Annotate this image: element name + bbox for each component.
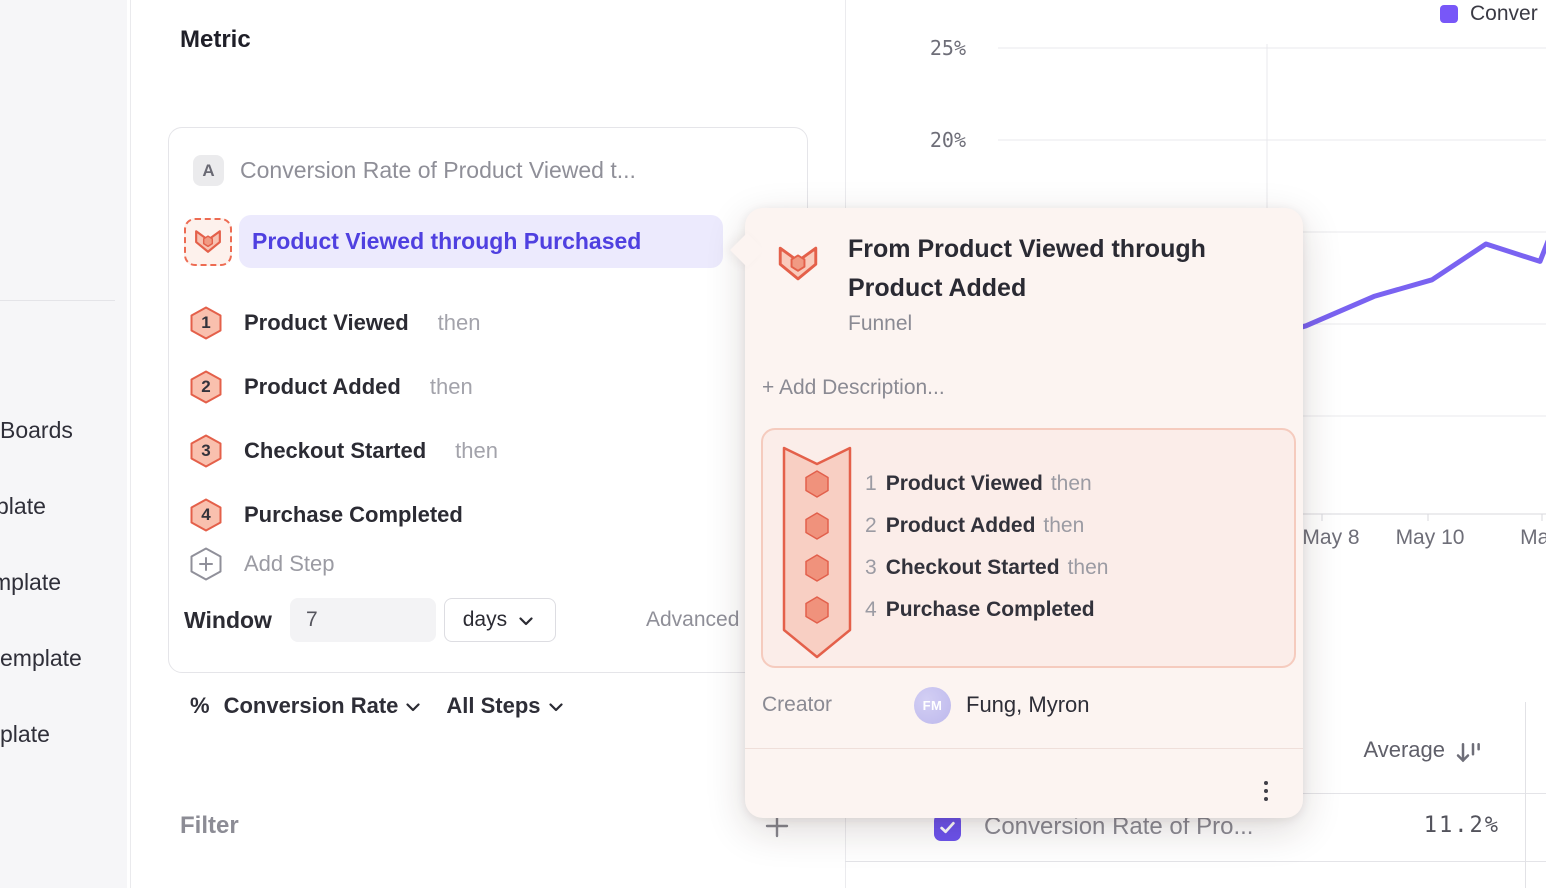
series-a-badge: A xyxy=(193,155,224,186)
window-unit-dropdown[interactable]: days xyxy=(443,598,556,642)
plus-icon xyxy=(765,814,789,838)
add-step-button[interactable]: Add Step xyxy=(189,547,335,581)
funnel-details-popover: From Product Viewed through Product Adde… xyxy=(730,208,1303,818)
x-tick-may10: May 10 xyxy=(1395,526,1465,549)
check-icon xyxy=(940,821,955,834)
funnel-name-pill[interactable]: Product Viewed through Purchased xyxy=(239,215,723,268)
popover-step-row: 4 Purchase Completed xyxy=(865,598,1095,621)
sidebar-item[interactable]: plate xyxy=(0,720,50,747)
table-row-average-value: 11.2% xyxy=(1423,813,1500,838)
popover-steps-list: 1 Product Viewed then 2 Product Added th… xyxy=(865,463,1108,631)
table-column-divider xyxy=(1525,702,1526,888)
chevron-down-icon xyxy=(406,702,420,711)
funnel-metric-icon xyxy=(184,217,232,266)
funnel-step-row[interactable]: 4 Purchase Completed xyxy=(189,483,749,547)
funnel-steps-list: 1 Product Viewed then 2 Product Added th… xyxy=(189,291,749,547)
window-label: Window xyxy=(184,606,272,633)
sidebar-item-list: Boards plate mplate emplate plate xyxy=(0,392,127,772)
creator-label: Creator xyxy=(762,693,833,716)
percent-symbol: % xyxy=(190,693,210,718)
metric-card: A Conversion Rate of Product Viewed t...… xyxy=(168,127,808,673)
step-then-label: then xyxy=(437,310,481,335)
step-event-name[interactable]: Checkout Started xyxy=(244,438,427,463)
creator-avatar: FM xyxy=(914,686,951,724)
funnel-step-row[interactable]: 1 Product Viewed then xyxy=(189,291,749,355)
filter-section: Filter xyxy=(180,812,790,840)
y-tick-25: 25% xyxy=(929,36,966,60)
funnel-step-row[interactable]: 2 Product Added then xyxy=(189,355,749,419)
table-row-border xyxy=(845,861,1546,862)
series-checkbox[interactable] xyxy=(934,814,961,841)
measure-dropdown[interactable]: Conversion Rate xyxy=(224,693,425,719)
sort-descending-icon[interactable] xyxy=(1453,738,1483,773)
steps-scope-dropdown[interactable]: All Steps xyxy=(446,693,566,719)
conversion-line[interactable] xyxy=(1277,239,1546,336)
step-number-hexagon: 3 xyxy=(189,434,223,468)
sidebar-item[interactable]: Boards xyxy=(0,416,73,443)
legend-swatch xyxy=(1440,5,1458,23)
creator-name: Fung, Myron xyxy=(966,692,1090,717)
y-tick-20: 20% xyxy=(929,128,966,152)
funnel-step-row[interactable]: 3 Checkout Started then xyxy=(189,419,749,483)
popover-step-row: 1 Product Viewed then xyxy=(865,472,1092,495)
creator-row: Creator FM Fung, Myron xyxy=(762,684,1282,726)
step-event-name[interactable]: Purchase Completed xyxy=(244,502,463,527)
step-number-hexagon: 1 xyxy=(189,306,223,340)
chevron-down-icon xyxy=(519,616,533,625)
step-event-name[interactable]: Product Added xyxy=(244,374,401,399)
sidebar: Boards plate mplate emplate plate xyxy=(0,0,127,888)
add-description-button[interactable]: + Add Description... xyxy=(762,376,945,399)
add-step-label: Add Step xyxy=(244,551,335,576)
popover-type-label: Funnel xyxy=(848,312,913,335)
series-row: A Conversion Rate of Product Viewed t... xyxy=(193,155,636,186)
sidebar-item[interactable]: mplate xyxy=(0,568,62,595)
popover-footer-divider xyxy=(745,748,1303,749)
step-then-label: then xyxy=(429,374,473,399)
advanced-link[interactable]: Advanced xyxy=(646,608,740,631)
funnel-icon xyxy=(195,230,221,253)
sidebar-border xyxy=(130,0,131,888)
sidebar-divider xyxy=(0,300,115,301)
chart-legend[interactable]: Conver xyxy=(1440,2,1538,26)
popover-title: From Product Viewed through Product Adde… xyxy=(848,235,1206,302)
step-then-label: then xyxy=(455,438,498,463)
popover-step-row: 3 Checkout Started then xyxy=(865,556,1109,579)
sidebar-item[interactable]: emplate xyxy=(0,644,82,671)
window-row: Window days Advanced xyxy=(184,598,784,642)
measure-row: % Conversion Rate All Steps xyxy=(190,686,567,726)
chevron-down-icon xyxy=(548,702,563,711)
window-value-input[interactable] xyxy=(289,598,436,642)
step-event-name[interactable]: Product Viewed xyxy=(244,310,409,335)
more-options-kebab-icon[interactable] xyxy=(1250,773,1282,809)
funnel-icon xyxy=(777,243,819,289)
legend-label: Conver xyxy=(1470,2,1538,25)
x-tick-may8: May 8 xyxy=(1302,526,1360,549)
selected-funnel-row[interactable]: Product Viewed through Purchased xyxy=(184,215,723,268)
popover-step-row: 2 Product Added then xyxy=(865,514,1085,537)
sidebar-item[interactable]: plate xyxy=(0,492,46,519)
add-step-hexagon-icon xyxy=(189,547,223,581)
step-number-hexagon: 4 xyxy=(189,498,223,532)
funnel-banner-graphic xyxy=(782,446,852,665)
x-tick-may12: May xyxy=(1520,526,1546,549)
step-number-hexagon: 2 xyxy=(189,370,223,404)
filter-heading: Filter xyxy=(180,812,239,839)
metric-section-heading: Metric xyxy=(180,26,251,53)
add-filter-button[interactable] xyxy=(764,813,790,839)
average-column-header[interactable]: Average xyxy=(1363,737,1445,762)
series-title[interactable]: Conversion Rate of Product Viewed t... xyxy=(240,157,636,183)
